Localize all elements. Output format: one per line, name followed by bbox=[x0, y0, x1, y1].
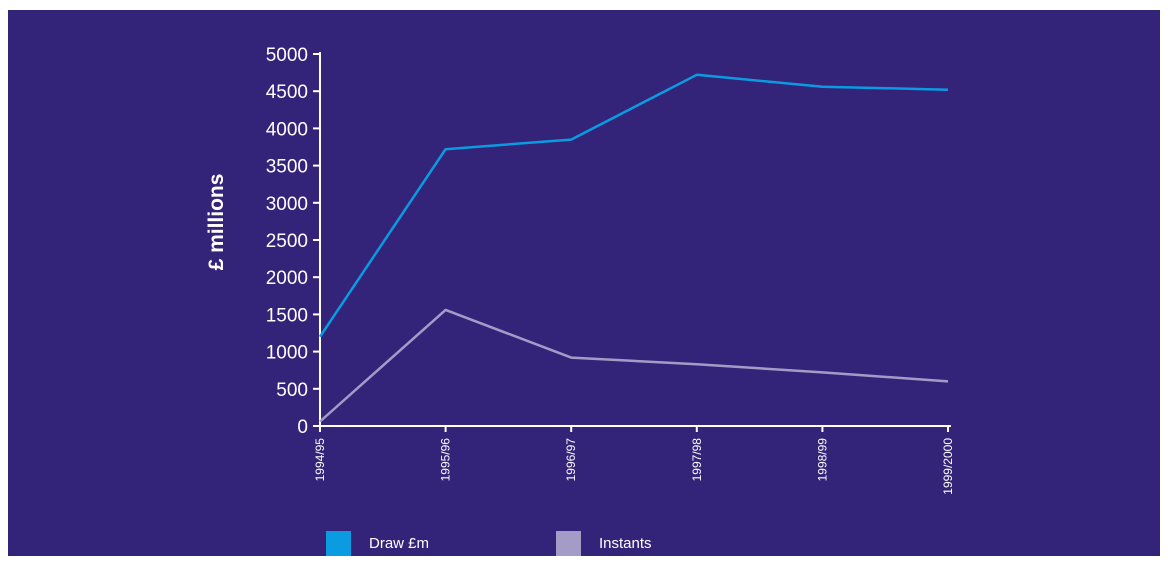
series-line-instants bbox=[319, 308, 949, 423]
chart-background bbox=[8, 10, 1160, 556]
legend-item-instants: Instants bbox=[556, 531, 652, 556]
y-tick-label: 5000 bbox=[266, 45, 308, 66]
legend-label-instants: Instants bbox=[599, 535, 652, 552]
chart-panel: £ millions 0 500 1000 1500 2000 2500 3000 3500 4… bbox=[8, 10, 1160, 556]
y-tick-label: 2000 bbox=[266, 268, 308, 289]
y-tick-label: 4500 bbox=[266, 82, 308, 103]
x-tick-label: 1997/98 bbox=[690, 438, 704, 482]
y-axis-title: £ millions bbox=[205, 174, 228, 271]
y-tick-label: 3500 bbox=[266, 157, 308, 178]
y-tick-label: 1000 bbox=[266, 343, 308, 364]
x-tick-label: 1994/95 bbox=[313, 438, 327, 482]
y-tick-label: 1500 bbox=[266, 305, 308, 326]
x-tick-label: 1999/2000 bbox=[941, 438, 955, 495]
series-line-draw bbox=[318, 73, 949, 338]
y-tick-label: 500 bbox=[276, 380, 308, 401]
line-chart: £ millions 0 500 1000 1500 2000 2500 3000 3500 4… bbox=[8, 10, 1160, 556]
x-tick-label: 1996/97 bbox=[564, 438, 578, 482]
y-tick-label: 2500 bbox=[266, 231, 308, 252]
x-tick-label: 1998/99 bbox=[815, 438, 829, 482]
y-tick-label: 4000 bbox=[266, 119, 308, 140]
legend-swatch-instants bbox=[556, 531, 581, 556]
legend-label-draw: Draw £m bbox=[369, 535, 430, 552]
y-tick-label: 0 bbox=[297, 417, 308, 438]
x-tick-label: 1995/96 bbox=[439, 438, 453, 482]
y-tick-label: 3000 bbox=[266, 194, 308, 215]
legend-swatch-draw bbox=[326, 531, 351, 556]
legend-item-draw: Draw £m bbox=[326, 531, 429, 556]
